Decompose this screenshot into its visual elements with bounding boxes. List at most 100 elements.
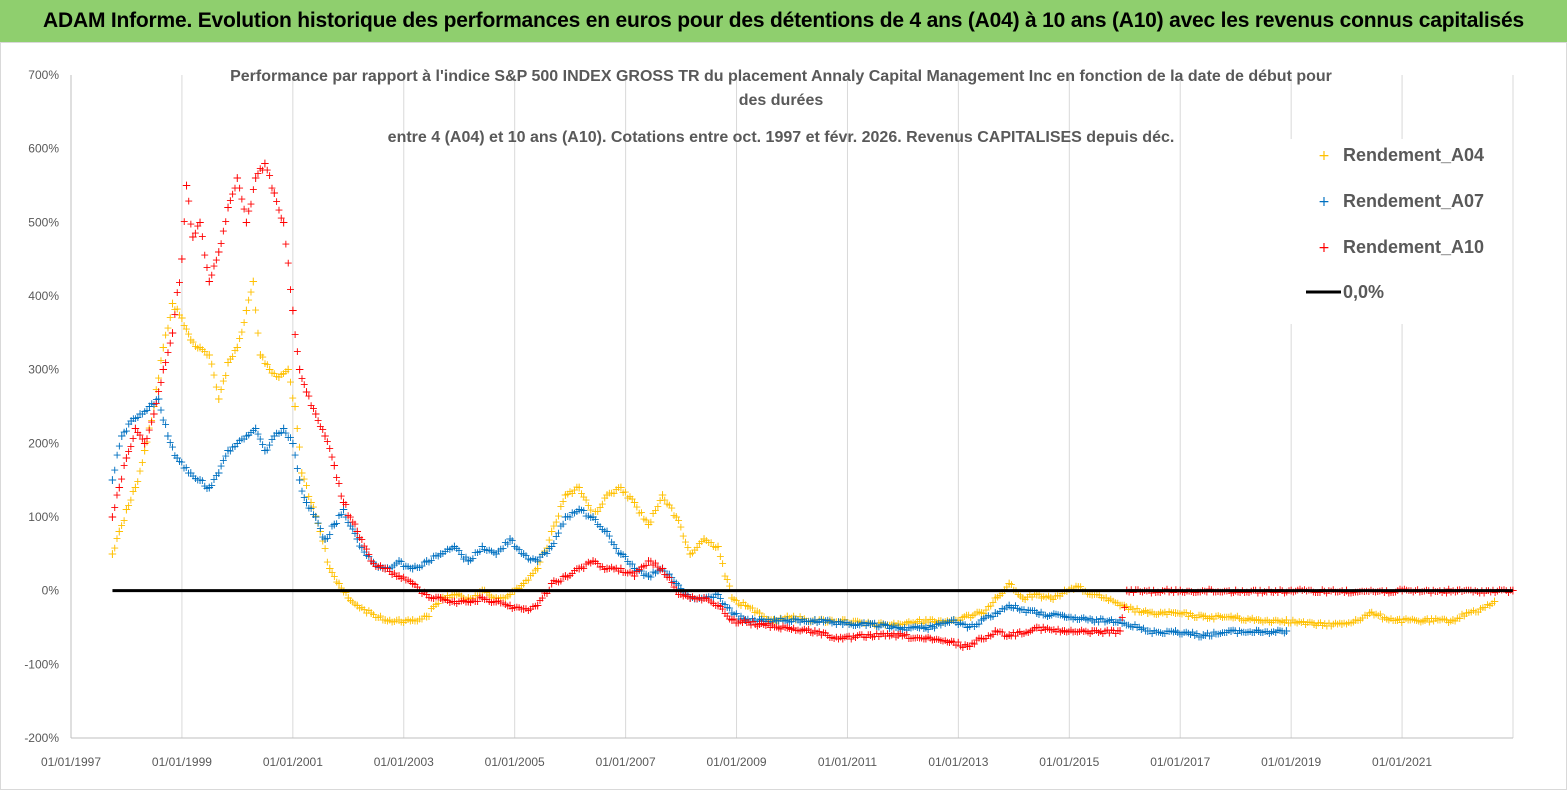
data-point: + <box>584 556 593 569</box>
data-point: + <box>979 612 988 625</box>
data-point: + <box>785 622 794 635</box>
data-point: + <box>883 618 892 631</box>
x-tick-label: 01/01/2021 <box>1372 755 1432 769</box>
data-point: + <box>936 634 945 647</box>
data-point: + <box>1474 605 1483 618</box>
data-point: + <box>789 613 798 626</box>
data-point: + <box>815 615 824 628</box>
data-point: + <box>1137 623 1146 636</box>
data-point: + <box>397 572 406 585</box>
data-point: + <box>346 519 355 532</box>
data-point: + <box>702 534 711 547</box>
data-point: + <box>990 591 1000 605</box>
data-point: + <box>917 632 926 645</box>
data-point: + <box>542 587 551 600</box>
data-point: + <box>879 618 888 631</box>
data-point: + <box>1115 598 1125 612</box>
data-point: + <box>868 630 877 643</box>
data-point: + <box>186 333 196 347</box>
data-point: + <box>900 617 909 630</box>
data-point: + <box>241 215 251 229</box>
data-point: + <box>653 565 662 578</box>
data-point: + <box>849 619 858 632</box>
data-point: + <box>156 403 165 416</box>
data-point: + <box>1397 616 1406 629</box>
data-point: + <box>463 595 473 609</box>
data-point: + <box>902 623 911 636</box>
data-point: + <box>729 613 738 626</box>
data-point: + <box>840 616 849 629</box>
data-point: + <box>1154 607 1163 620</box>
data-point: + <box>1489 595 1499 609</box>
data-point: + <box>1241 614 1250 627</box>
data-point: + <box>1085 627 1094 640</box>
data-point: + <box>861 619 870 632</box>
data-point: + <box>420 609 429 622</box>
data-point: + <box>1260 625 1269 638</box>
data-point: + <box>1013 626 1022 639</box>
data-point: + <box>962 609 971 622</box>
data-point: + <box>1090 588 1099 601</box>
data-point: + <box>1344 616 1353 629</box>
data-point: + <box>147 414 156 427</box>
data-point: + <box>408 613 418 627</box>
data-point: + <box>1222 610 1231 623</box>
data-point: + <box>1068 613 1077 626</box>
data-point: + <box>976 632 986 646</box>
data-point: + <box>399 570 408 583</box>
data-point: + <box>1000 603 1009 616</box>
data-point: + <box>1246 613 1255 626</box>
data-point: + <box>1111 615 1120 628</box>
data-point: + <box>915 631 924 644</box>
data-point: + <box>1058 587 1067 600</box>
data-point: + <box>117 472 126 485</box>
data-point: + <box>267 433 276 446</box>
data-point: + <box>975 606 984 619</box>
data-point: + <box>688 546 697 559</box>
data-point: + <box>834 633 843 646</box>
data-point: + <box>466 554 475 567</box>
data-point: + <box>688 591 697 604</box>
data-point: + <box>623 555 632 568</box>
data-point: + <box>223 355 233 369</box>
data-point: + <box>607 561 616 574</box>
data-point: + <box>482 593 491 606</box>
data-point: + <box>1104 594 1113 607</box>
data-point: + <box>949 613 959 627</box>
data-point: + <box>1437 586 1446 599</box>
data-point: + <box>1028 590 1037 603</box>
data-point: + <box>325 442 334 455</box>
data-point: + <box>593 505 602 518</box>
data-point: + <box>329 458 339 472</box>
data-point: + <box>657 488 667 502</box>
data-point: + <box>121 451 131 465</box>
data-point: + <box>760 610 769 623</box>
data-point: + <box>656 563 665 576</box>
data-point: + <box>1360 608 1369 621</box>
data-point: + <box>1096 625 1105 638</box>
data-point: + <box>371 560 380 573</box>
data-point: + <box>387 615 396 628</box>
data-point: + <box>538 592 547 605</box>
data-point: + <box>734 612 743 625</box>
data-point: + <box>1267 616 1276 629</box>
data-point: + <box>579 491 588 504</box>
data-point: + <box>112 488 121 501</box>
data-point: + <box>720 607 729 620</box>
data-point: + <box>962 639 972 653</box>
data-point: + <box>348 522 357 535</box>
data-point: + <box>832 615 841 628</box>
data-point: + <box>893 621 903 635</box>
data-point: + <box>774 622 783 635</box>
data-point: + <box>422 587 432 601</box>
data-point: + <box>466 596 475 609</box>
data-point: + <box>260 444 270 458</box>
data-point: + <box>315 525 325 539</box>
data-point: + <box>734 616 743 629</box>
data-point: + <box>600 492 609 505</box>
data-point: + <box>376 609 385 622</box>
data-point: + <box>572 562 581 575</box>
data-point: + <box>699 532 709 546</box>
data-point: + <box>235 332 244 345</box>
data-point: + <box>1100 616 1109 629</box>
